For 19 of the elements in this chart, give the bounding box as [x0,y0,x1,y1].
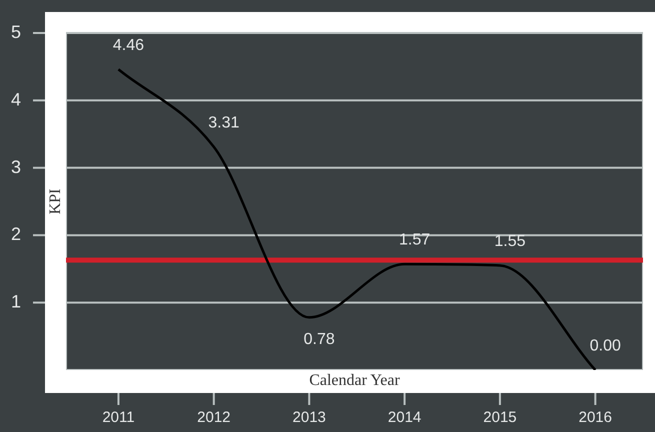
data-label: 4.46 [112,36,144,54]
y-tick-label: 4 [10,89,21,110]
data-label: 1.57 [399,232,430,249]
y-axis-title: KPI [47,188,64,214]
x-tick-label: 2011 [102,409,135,426]
x-tick-label: 2015 [483,409,517,426]
data-label: 0.78 [304,330,335,348]
data-label: 1.55 [494,232,526,250]
data-label: 3.31 [208,114,240,132]
x-tick-label: 2014 [388,409,422,426]
y-tick-label: 1 [10,292,21,312]
y-tick-label: 5 [10,22,21,42]
x-tick-label: 2013 [292,409,326,426]
x-tick-label: 2016 [578,409,612,426]
x-tick-label: 2012 [197,409,231,426]
x-axis-title: Calendar Year [309,372,400,390]
y-tick-label: 2 [10,224,21,244]
data-label: 0.00 [590,337,621,354]
y-tick-label: 3 [10,156,21,177]
